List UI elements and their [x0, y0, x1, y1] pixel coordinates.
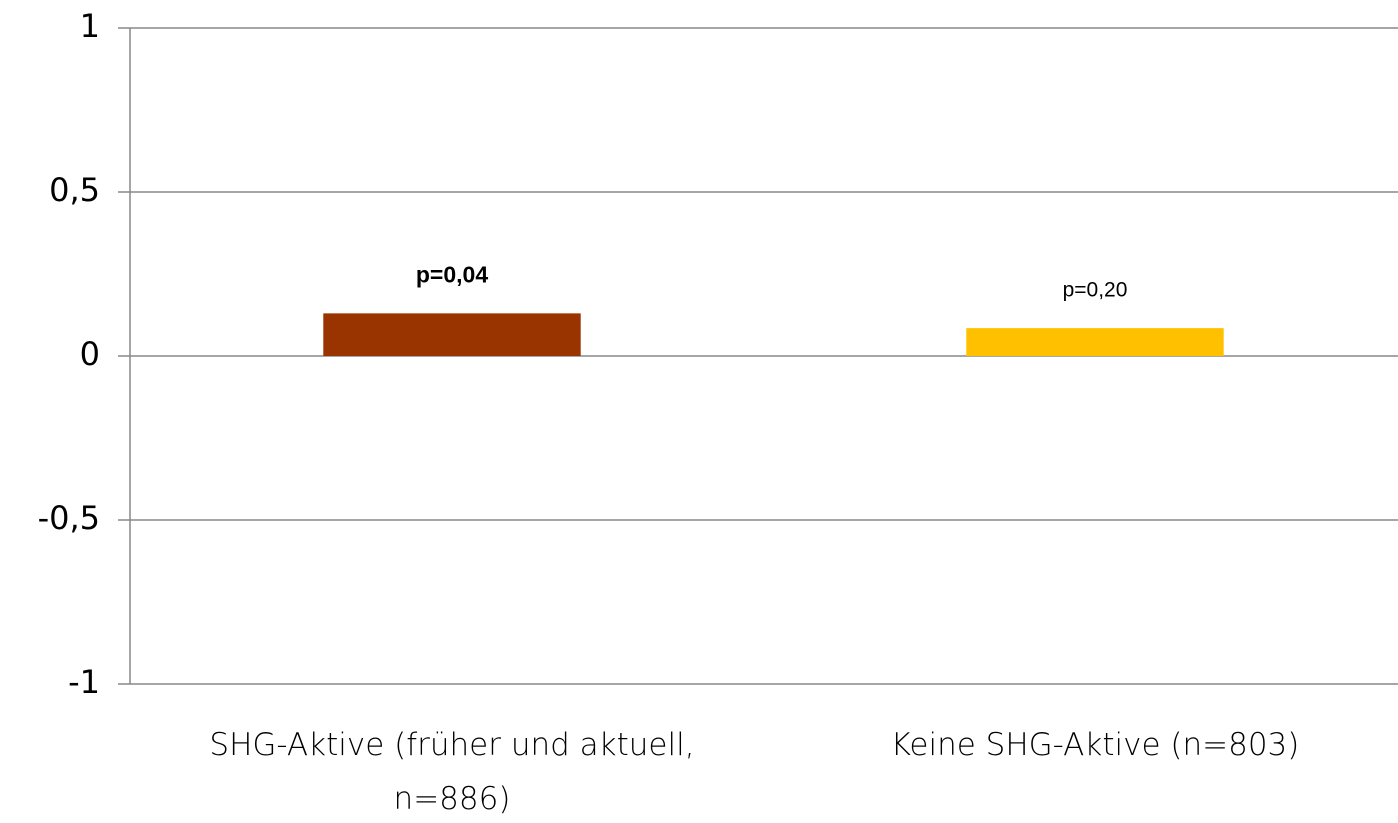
x-tick-label: SHG-Aktive (früher und aktuell, n=886)	[209, 727, 695, 817]
y-tick-label: 0,5	[49, 171, 100, 209]
annotation: p=0,04	[416, 261, 488, 287]
annotation: p=0,20	[1063, 279, 1128, 302]
y-tick-label: 1	[80, 7, 100, 45]
bar	[966, 328, 1224, 356]
x-tick-label: Keine SHG-Aktive (n=803)	[890, 727, 1300, 763]
bar	[323, 313, 581, 356]
y-tick-label: -0,5	[38, 499, 100, 537]
y-tick-label: 0	[80, 335, 100, 373]
y-tick-label: -1	[68, 663, 100, 701]
